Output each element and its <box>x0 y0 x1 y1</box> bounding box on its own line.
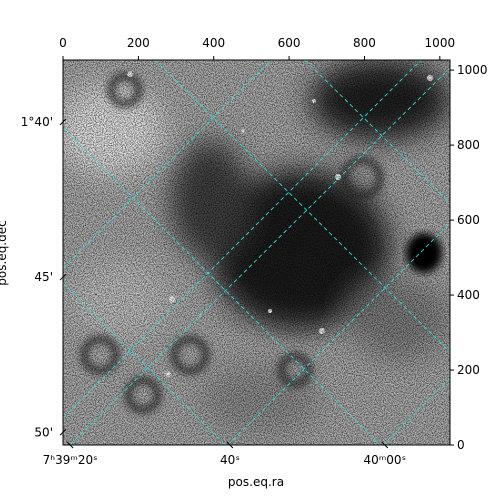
x-tick-label: 800 <box>353 36 376 50</box>
y-tick-label: 600 <box>457 213 480 227</box>
plot-frame <box>62 59 451 446</box>
ra-tick-label: 40ᵐ00ˢ <box>364 453 407 467</box>
y-tick-label: 1000 <box>457 63 488 77</box>
y-tick-label: 200 <box>457 363 480 377</box>
dec-tick <box>59 273 67 281</box>
y-tick-label: 0 <box>457 438 465 452</box>
ra-tick-label: 7ʰ39ᵐ20ˢ <box>43 453 98 467</box>
x-tick-label: 600 <box>278 36 301 50</box>
x-tick-label: 200 <box>127 36 150 50</box>
x-axis-label: pos.eq.ra <box>228 475 284 489</box>
y-axis-label: pos.eq.dec <box>0 220 9 285</box>
dec-tick <box>59 428 67 436</box>
x-tick-label: 1000 <box>425 36 456 50</box>
ra-tick <box>226 441 234 449</box>
sky-image <box>63 60 450 445</box>
y-tick-label: 800 <box>457 138 480 152</box>
dec-tick <box>59 118 67 126</box>
dec-tick-label: 50' <box>34 425 53 439</box>
ra-tick-label: 40ˢ <box>220 453 240 467</box>
y-tick-label: 400 <box>457 288 480 302</box>
ra-tick <box>66 441 74 449</box>
dec-tick-label: 45' <box>34 270 53 284</box>
x-tick-label: 0 <box>59 36 67 50</box>
ra-tick <box>381 441 389 449</box>
x-tick-label: 400 <box>202 36 225 50</box>
dec-tick-label: 1°40' <box>21 115 53 129</box>
